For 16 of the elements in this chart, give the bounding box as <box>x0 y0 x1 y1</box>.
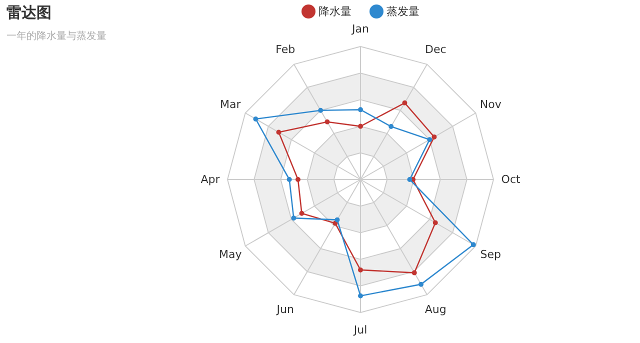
spoke-label: May <box>218 248 242 262</box>
spoke-label: Feb <box>276 42 296 56</box>
spoke-label: Nov <box>480 98 502 111</box>
legend-label: 降水量 <box>318 5 352 18</box>
spoke-label: Sep <box>480 248 502 262</box>
spoke-label: Aug <box>424 303 446 316</box>
text: 雷达图 <box>6 4 52 22</box>
spoke-label: Jun <box>276 303 294 316</box>
legend-label: 蒸发量 <box>386 5 420 18</box>
spoke-label: Jan <box>351 22 370 36</box>
spoke-label: Dec <box>425 42 446 56</box>
spoke-label: Apr <box>200 173 220 186</box>
text: 一年的降水量与蒸发量 <box>6 30 106 42</box>
spoke-label: Mar <box>220 98 242 111</box>
spoke-label: Oct <box>501 173 521 186</box>
spoke-label: Jul <box>352 323 368 336</box>
